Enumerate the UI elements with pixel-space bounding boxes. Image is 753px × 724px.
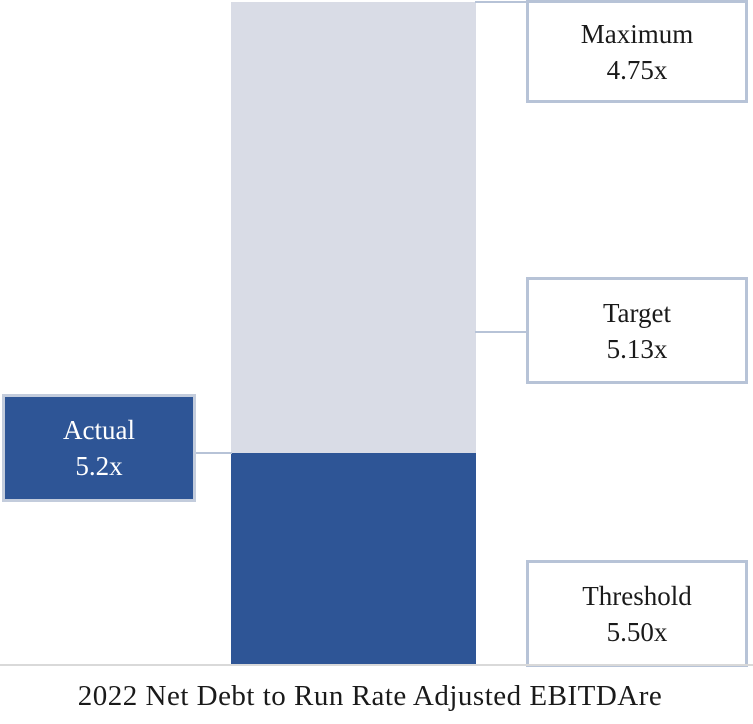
callout-actual-label: Actual [63,415,135,445]
callout-threshold-value: 5.50x [606,616,668,647]
bar-segment-remaining [231,2,476,453]
callout-target-value: 5.13x [606,333,668,364]
connector-target-line [475,331,527,333]
callout-maximum-value: 4.75x [606,54,668,85]
callout-maximum: Maximum 4.75x [526,0,748,103]
callout-target: Target 5.13x [526,277,748,384]
callout-target-label: Target [602,297,672,328]
x-axis-line [0,664,753,666]
callout-actual-value: 5.2x [75,451,123,481]
callout-maximum-label: Maximum [580,18,694,49]
connector-actual-line [195,452,232,454]
callout-actual: Actual 5.2x [2,394,196,502]
connector-maximum-line [475,1,527,3]
bar-segment-actual [231,453,476,664]
x-axis-title: 2022 Net Debt to Run Rate Adjusted EBITD… [77,680,663,712]
callout-threshold: Threshold 5.50x [526,560,748,667]
callout-threshold-label: Threshold [582,580,692,611]
